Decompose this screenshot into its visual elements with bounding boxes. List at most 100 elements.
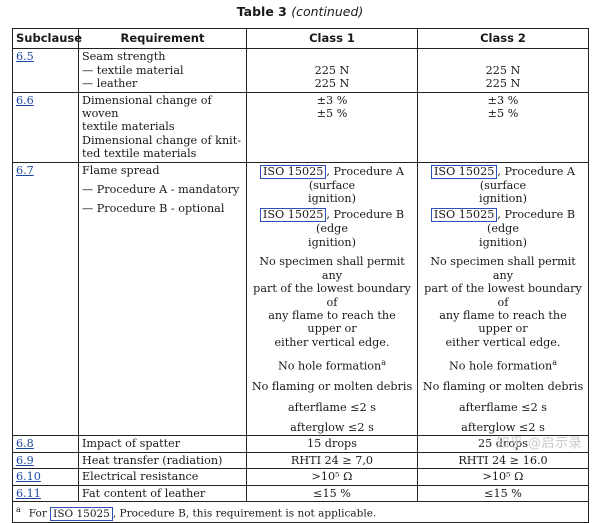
class-1-cell: 15 drops — [246, 435, 418, 453]
criteria-text: any flame to reach the upper or — [268, 308, 396, 336]
table-row: 6.10 Electrical resistance >10⁵ Ω >10⁵ Ω — [12, 468, 589, 486]
requirement-text: Dimensional change of woven — [82, 93, 212, 121]
class-2-value: 225 N — [485, 63, 521, 77]
class-1-cell: ISO 15025, Procedure A (surface ignition… — [246, 161, 418, 437]
procedure-a-text: ignition) — [479, 192, 527, 206]
debris-text: No flaming or molten debris — [422, 380, 584, 394]
footnote-post: , Procedure B, this requirement is not a… — [112, 507, 377, 520]
table-row: 6.5 Seam strength — textile material — l… — [12, 48, 589, 93]
criteria-text: No specimen shall permit any — [430, 255, 576, 282]
class-1-cell: ±3 % ±5 % — [246, 91, 418, 163]
class-2-value: ±3 % — [487, 93, 519, 107]
class-1-value: ±3 % — [316, 93, 348, 107]
requirement-text: Seam strength — [82, 50, 166, 64]
class-2-value: 225 N — [485, 77, 521, 91]
afterflame-text: afterflame ≤2 s — [459, 400, 547, 414]
class-2-value — [421, 50, 585, 63]
table-title: Table 3 (continued) — [0, 4, 600, 19]
subclause-link-6-7[interactable]: 6.7 — [16, 163, 34, 177]
class-1-value: ±5 % — [316, 107, 348, 121]
procedure-b-text: ignition) — [479, 235, 527, 249]
requirement-cell: Electrical resistance — [78, 468, 247, 486]
requirement-text: ted textile materials — [82, 147, 197, 161]
class-1-cell: ≤15 % — [246, 484, 418, 503]
criteria-text: either vertical edge. — [274, 335, 390, 349]
iso-15025-link[interactable]: ISO 15025 — [260, 164, 327, 179]
requirement-text: — leather — [82, 77, 138, 91]
requirement-text: — textile material — [82, 63, 184, 77]
class-1-value — [250, 50, 414, 63]
class-2-cell: ≤15 % — [417, 484, 589, 503]
requirement-cell: Flame spread — Procedure A - mandatory —… — [78, 161, 247, 437]
procedure-a-text: , Procedure A (surface — [479, 164, 575, 192]
header-class-2: Class 2 — [417, 27, 589, 50]
hole-formation-text: No hole formation — [448, 359, 553, 373]
footnote-cell: a For ISO 15025, Procedure B, this requir… — [12, 501, 589, 523]
subclause-link-6-8[interactable]: 6.8 — [16, 437, 34, 451]
table-title-suffix: (continued) — [291, 4, 364, 19]
requirement-text: — Procedure B - optional — [82, 202, 225, 216]
table-row: 6.7 Flame spread — Procedure A - mandato… — [12, 161, 589, 437]
table-header-row: Subclause Requirement Class 1 Class 2 — [12, 27, 589, 50]
criteria-text: either vertical edge. — [445, 335, 561, 349]
subclause-link-6-5[interactable]: 6.5 — [16, 50, 34, 64]
class-2-cell: 225 N 225 N — [417, 48, 589, 93]
header-subclause: Subclause — [12, 27, 82, 50]
table-title-text: Table 3 — [236, 4, 287, 19]
afterglow-text: afterglow ≤2 s — [290, 421, 374, 435]
table-row: 6.11 Fat content of leather ≤15 % ≤15 % — [12, 484, 589, 503]
iso-15025-link[interactable]: ISO 15025 — [50, 506, 113, 521]
class-1-cell: >10⁵ Ω — [246, 468, 418, 486]
footnote-marker: a — [381, 358, 387, 368]
class-1-value: 225 N — [314, 77, 350, 91]
class-2-value: ±5 % — [487, 107, 519, 121]
procedure-b-text: ignition) — [308, 235, 356, 249]
criteria-text: part of the lowest boundary of — [253, 282, 411, 309]
footnote-pre: For — [28, 507, 51, 520]
requirement-cell: Fat content of leather — [78, 484, 247, 503]
requirement-cell: Impact of spatter — [78, 435, 247, 453]
afterflame-text: afterflame ≤2 s — [288, 400, 376, 414]
subclause-cell: 6.5 — [12, 48, 79, 93]
requirement-text: Flame spread — [82, 163, 160, 177]
class-2-cell: >10⁵ Ω — [417, 468, 589, 486]
class-1-cell: 225 N 225 N — [246, 48, 418, 93]
afterglow-text: afterglow ≤2 s — [461, 421, 545, 435]
subclause-link-6-10[interactable]: 6.10 — [16, 470, 41, 484]
procedure-b-text: , Procedure B (edge — [316, 208, 405, 236]
header-class-1: Class 1 — [246, 27, 418, 50]
debris-text: No flaming or molten debris — [251, 380, 413, 394]
requirement-text: — Procedure A - mandatory — [82, 183, 240, 197]
iso-15025-link[interactable]: ISO 15025 — [259, 208, 327, 223]
footnote-marker: a — [16, 505, 21, 515]
class-2-cell: ±3 % ±5 % — [417, 91, 589, 163]
class-1-value: 225 N — [314, 63, 350, 77]
subclause-cell: 6.11 — [12, 484, 79, 503]
criteria-text: No specimen shall permit any — [259, 255, 405, 282]
procedure-a-text: , Procedure A (surface — [308, 164, 404, 192]
procedure-b-text: , Procedure B (edge — [487, 208, 576, 236]
criteria-text: part of the lowest boundary of — [424, 282, 582, 309]
criteria-text: any flame to reach the upper or — [439, 308, 567, 336]
header-requirement: Requirement — [78, 27, 247, 50]
requirement-cell: Seam strength — textile material — leath… — [78, 48, 247, 93]
subclause-cell: 6.7 — [12, 161, 79, 437]
hole-formation-text: No hole formation — [277, 359, 382, 373]
table-row: 6.8 Impact of spatter 15 drops 25 drops — [12, 435, 589, 453]
iso-15025-link[interactable]: ISO 15025 — [430, 208, 498, 223]
subclause-link-6-6[interactable]: 6.6 — [16, 93, 34, 107]
class-2-cell: ISO 15025, Procedure A (surface ignition… — [417, 161, 589, 437]
footnote-marker: a — [552, 358, 558, 368]
subclause-link-6-11[interactable]: 6.11 — [16, 486, 41, 500]
subclause-link-6-9[interactable]: 6.9 — [16, 453, 34, 467]
iso-15025-link[interactable]: ISO 15025 — [431, 164, 498, 179]
requirement-text: textile materials — [82, 120, 175, 134]
table-row: 6.6 Dimensional change of woven textile … — [12, 91, 589, 163]
procedure-a-text: ignition) — [308, 192, 356, 206]
requirement-text: Dimensional change of knit- — [82, 133, 242, 147]
footnote-row: a For ISO 15025, Procedure B, this requir… — [12, 501, 589, 523]
requirement-cell: Dimensional change of woven textile mate… — [78, 91, 247, 163]
subclause-cell: 6.10 — [12, 468, 79, 486]
watermark: 知乎 @启示录 — [496, 436, 582, 451]
subclause-cell: 6.6 — [12, 91, 79, 163]
